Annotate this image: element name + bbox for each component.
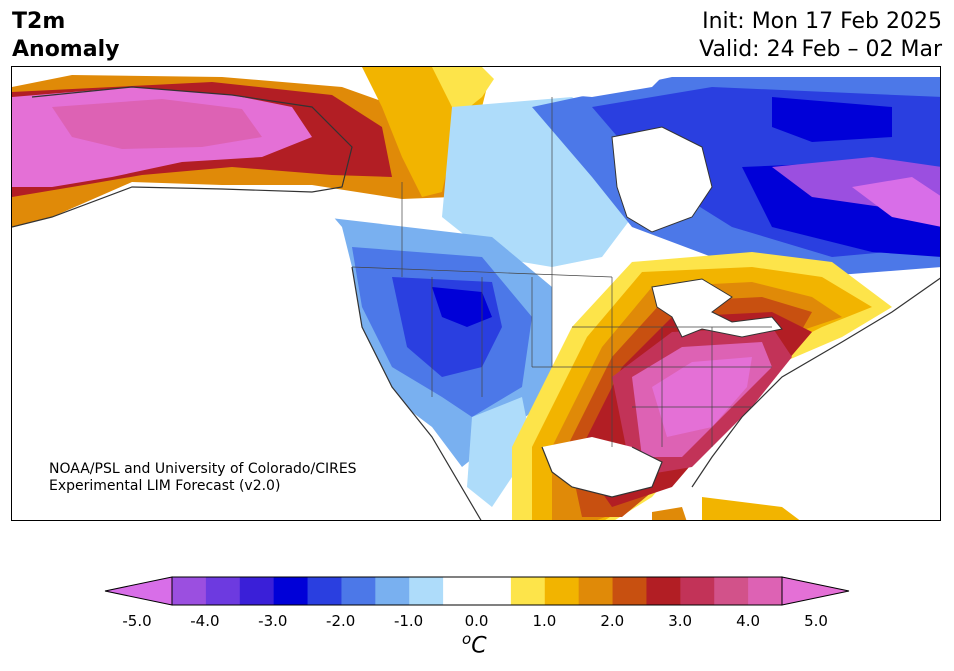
hudson-bay: [611, 126, 713, 233]
arctic-ocean: [482, 67, 672, 97]
anomaly-map: [11, 66, 941, 521]
north-lightyellow: [432, 67, 502, 117]
colorbar-extend-high: [781, 576, 850, 606]
colorbar-segment: [646, 577, 681, 605]
colorbar-segment: [409, 577, 444, 605]
colorbar-segment: [578, 577, 614, 605]
colorbar-tick-label: -3.0: [258, 612, 288, 630]
rockies-navy: [432, 287, 492, 327]
colorbar-segment: [172, 577, 207, 605]
pacific-ocean: [12, 187, 481, 520]
alaska-pink-core: [52, 99, 262, 149]
southeast-magenta-core: [652, 357, 752, 437]
colorbar-segment: [544, 577, 580, 605]
arctic-islands-navy: [772, 97, 892, 142]
colorbar-segment: [443, 577, 478, 605]
colorbar-segment: [375, 577, 410, 605]
colorbar: [104, 576, 850, 606]
credit-line2: Experimental LIM Forecast (v2.0): [49, 478, 281, 494]
valid-range: Valid: 24 Feb – 02 Mar: [699, 37, 942, 62]
colorbar-tick-label: 0.0: [464, 612, 489, 630]
forecast-dates: Init: Mon 17 Feb 2025 Valid: 24 Feb – 02…: [699, 8, 942, 64]
coastline-east: [541, 277, 940, 498]
newfoundland-violet: [852, 177, 940, 227]
colorbar-segment: [205, 577, 241, 605]
map-title: T2m Anomaly: [12, 8, 119, 64]
credit-text: NOAA/PSL and University of Colorado/CIRE…: [49, 461, 357, 495]
units-degree: o: [462, 630, 472, 648]
units-letter: C: [471, 633, 487, 659]
gulf-lightblue: [467, 397, 532, 507]
colorbar-segment: [680, 577, 715, 605]
coastline-west: [12, 86, 482, 520]
map-canvas: [12, 67, 940, 520]
colorbar-segment: [341, 577, 376, 605]
title-line1: T2m: [12, 9, 66, 34]
units-label: oC: [462, 630, 487, 658]
caribbean-warm: [702, 497, 800, 520]
state-borders: [351, 97, 772, 447]
great-lakes: [651, 278, 783, 338]
yucatan-warm: [652, 507, 687, 520]
colorbar-extend-low: [104, 576, 173, 606]
colorbar-segment: [748, 577, 783, 605]
init-date: Init: Mon 17 Feb 2025: [702, 9, 942, 34]
colorbar-segment: [307, 577, 342, 605]
colorbar-segment: [239, 577, 275, 605]
colorbar-tick-label: -2.0: [326, 612, 356, 630]
colorbar-tick-label: -1.0: [393, 612, 424, 630]
title-line2: Anomaly: [12, 37, 120, 62]
colorbar-tick-label: 4.0: [736, 612, 761, 630]
colorbar-segment: [612, 577, 647, 605]
colorbar-tick-label: -5.0: [122, 612, 152, 630]
colorbar-tick-label: -4.0: [190, 612, 220, 630]
colorbar-segment: [477, 577, 512, 605]
colorbar-segment: [510, 577, 546, 605]
colorbar-tick-label: 1.0: [532, 612, 557, 630]
colorbar-tick-label: 5.0: [804, 612, 828, 630]
colorbar-segment: [273, 577, 309, 605]
colorbar-tick-label: 2.0: [600, 612, 625, 630]
colorbar-tick-label: 3.0: [668, 612, 693, 630]
colorbar-segment: [714, 577, 749, 605]
atlantic-ocean: [692, 278, 940, 507]
gulf-of-mexico: [542, 437, 662, 497]
credit-line1: NOAA/PSL and University of Colorado/CIRE…: [49, 461, 357, 477]
